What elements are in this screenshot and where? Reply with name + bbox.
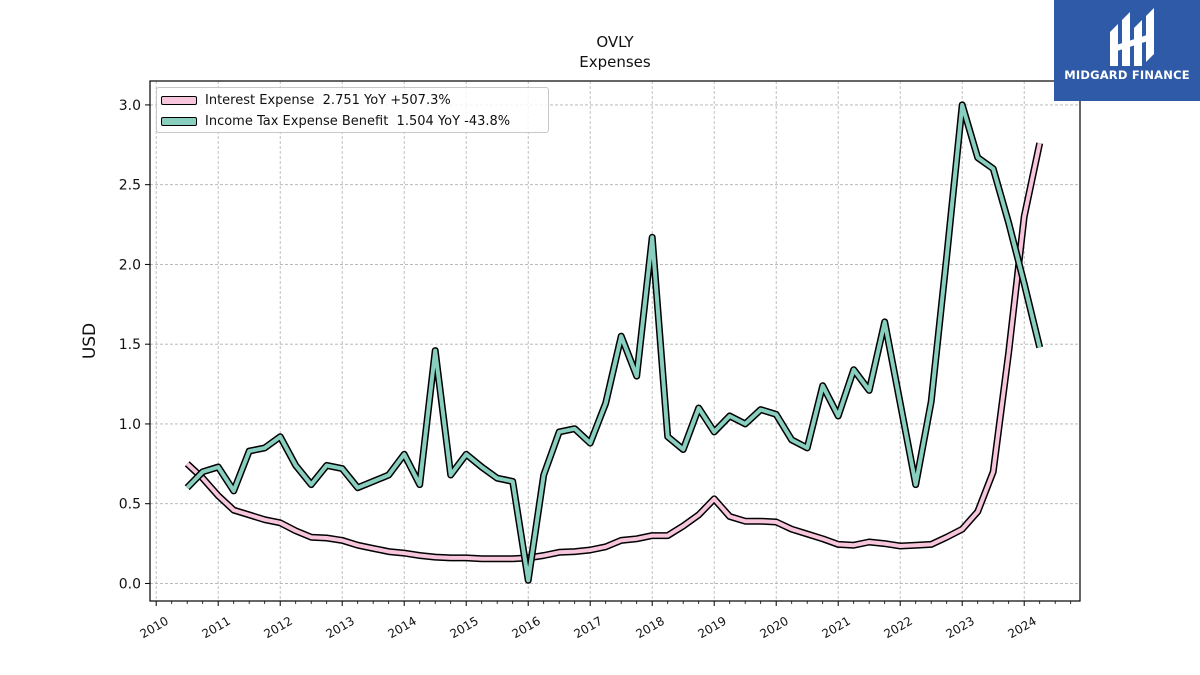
chart-legend: Interest Expense 2.751 YoY +507.3% Incom… (156, 87, 549, 133)
series-outline-interest-expense (184, 142, 1044, 563)
chart-title: OVLY (596, 33, 634, 51)
x-tick-label: 2016 (509, 614, 542, 641)
x-tick-label: 2012 (261, 614, 294, 641)
y-tick-label: 2.5 (119, 178, 141, 194)
grid-lines (150, 81, 1080, 601)
legend-swatch-income-tax (161, 116, 197, 126)
series-line-interest-expense (185, 142, 1042, 561)
brand-name: MIDGARD FINANCE (1064, 68, 1190, 82)
x-tick-label: 2010 (137, 614, 170, 641)
axis-ticks: 0.0 0.5 1.0 1.5 2.0 2.5 3.0 2010 2011 2012 2013 201… (119, 98, 1072, 641)
x-tick-label: 2021 (819, 614, 852, 641)
x-tick-label: 2020 (757, 614, 790, 641)
legend-item-income-tax: Income Tax Expense Benefit 1.504 YoY -43… (161, 112, 510, 130)
y-tick-label: 2.0 (119, 257, 141, 273)
y-tick-label: 3.0 (119, 98, 141, 114)
midgard-logo-icon (1110, 8, 1154, 66)
y-tick-label: 1.5 (119, 337, 141, 353)
legend-item-interest-expense: Interest Expense 2.751 YoY +507.3% (161, 91, 451, 109)
x-tick-label: 2017 (571, 614, 604, 641)
y-axis-label: USD (80, 323, 100, 359)
y-tick-label: 0.5 (119, 497, 141, 513)
legend-label-interest-expense: Interest Expense 2.751 YoY +507.3% (205, 92, 451, 108)
x-tick-label: 2015 (447, 614, 480, 641)
series-line-income-tax-expense (185, 102, 1042, 583)
plot-area-frame (149, 80, 1081, 602)
series-outline-income-tax-expense (184, 101, 1044, 584)
y-tick-label: 0.0 (119, 576, 141, 592)
x-tick-label: 2023 (943, 614, 976, 641)
x-tick-label: 2014 (385, 614, 418, 641)
series-lines (184, 101, 1044, 584)
x-tick-label: 2022 (881, 614, 914, 641)
x-tick-label: 2011 (199, 614, 232, 641)
brand-logo: MIDGARD FINANCE (1054, 0, 1200, 101)
x-tick-label: 2018 (633, 614, 666, 641)
x-tick-label: 2024 (1005, 614, 1038, 641)
legend-label-income-tax: Income Tax Expense Benefit 1.504 YoY -43… (205, 113, 511, 129)
x-tick-label: 2019 (695, 614, 728, 641)
y-tick-label: 1.0 (119, 417, 141, 433)
legend-swatch-interest-expense (161, 95, 197, 105)
chart-subtitle: Expenses (579, 53, 651, 71)
x-tick-label: 2013 (323, 614, 356, 641)
